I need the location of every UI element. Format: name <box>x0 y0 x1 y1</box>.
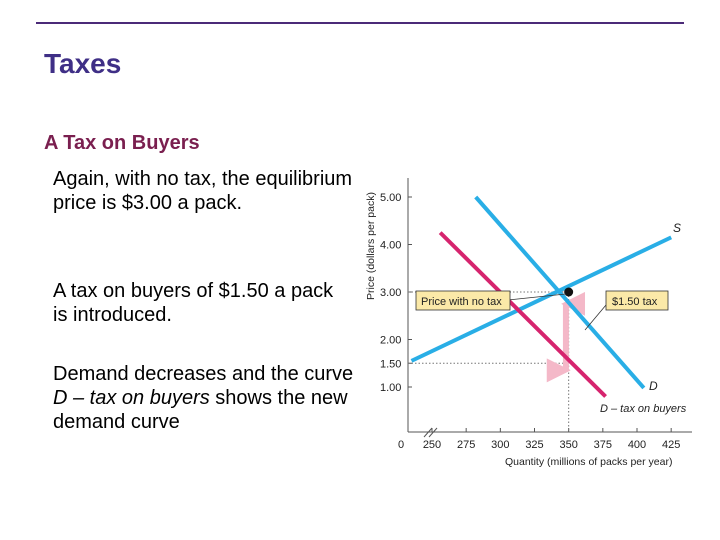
callout-leader <box>507 293 566 301</box>
section-heading: A Tax on Buyers <box>44 132 200 154</box>
y-tick-label: 3.00 <box>380 287 401 299</box>
tax-label: $1.50 tax <box>612 296 658 308</box>
y-tick-label: 1.50 <box>380 358 401 370</box>
paragraph-demand-decreases: Demand decreases and the curve D – tax o… <box>53 362 373 434</box>
title-rule <box>36 22 684 24</box>
series-line <box>438 231 607 398</box>
no-tax-label-box <box>415 290 511 311</box>
series-line <box>474 195 646 390</box>
x-tick-label: 400 <box>628 439 646 451</box>
x-axis-title: Quantity (millions of packs per year) <box>505 456 672 468</box>
no-tax-label: Price with no tax <box>421 296 502 308</box>
y-axis-title: Price (dollars per pack) <box>365 192 377 300</box>
paragraph-tax-introduced: A tax on buyers of $1.50 a pack is intro… <box>53 280 334 326</box>
callout-leader <box>584 304 607 331</box>
y-tick-label: 4.00 <box>380 240 401 252</box>
paragraph3-italic: D – tax on buyers <box>53 387 210 409</box>
paragraph-no-tax: Again, with no tax, the equilibrium pric… <box>53 168 353 214</box>
slide-title: Taxes <box>44 48 122 79</box>
y-tick-label: 5.00 <box>380 192 401 204</box>
equilibrium-point <box>564 287 574 297</box>
x-tick-label: 300 <box>491 439 509 451</box>
x-tick-label: 350 <box>559 439 577 451</box>
x-tick-label: 250 <box>423 439 441 451</box>
x-tick-label: 425 <box>662 439 680 451</box>
x-tick-label: 275 <box>457 439 475 451</box>
y-tick-label: 1.00 <box>380 382 401 394</box>
series-label-s: S <box>673 221 681 235</box>
tax-label-box <box>605 290 669 311</box>
paragraph3-text-a: Demand decreases and the curve <box>53 363 354 385</box>
axis-break-mark <box>423 427 433 438</box>
x-tick-label: 325 <box>525 439 543 451</box>
series-label-d-tax: D – tax on buyers <box>600 403 687 415</box>
series-line <box>410 235 673 363</box>
axis-break-mark <box>428 427 438 438</box>
x-tick-label: 0 <box>398 439 404 451</box>
paragraph3-text-b: shows the new demand curve <box>53 387 348 433</box>
x-tick-label: 375 <box>594 439 612 451</box>
series-label-d: D <box>649 379 658 393</box>
y-tick-label: 2.00 <box>380 335 401 347</box>
